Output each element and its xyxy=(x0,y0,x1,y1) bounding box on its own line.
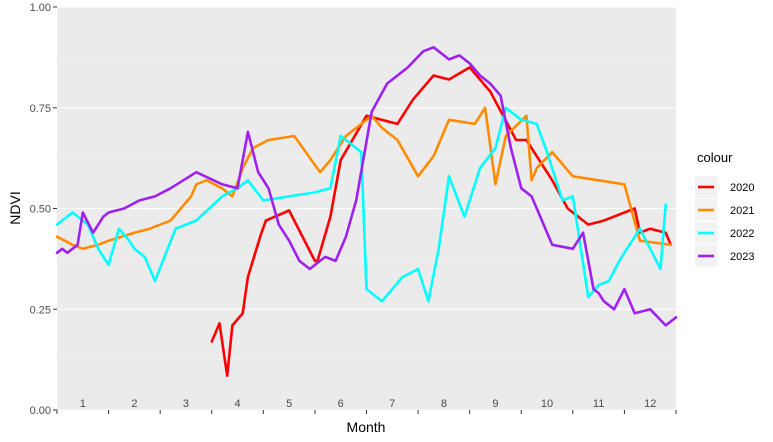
month-label: 1 xyxy=(80,398,86,410)
month-label: 9 xyxy=(492,398,498,410)
legend: colour 2020 2021 2022 2023 xyxy=(695,150,754,267)
y-tick-label: 1.00 xyxy=(30,2,51,14)
month-label: 5 xyxy=(286,398,292,410)
month-labels: 1 2 3 4 5 6 7 8 9 10 11 12 xyxy=(80,398,657,410)
y-tick-label: 0.25 xyxy=(30,304,51,316)
y-axis-title: NDVI xyxy=(7,191,23,224)
month-label: 12 xyxy=(644,398,656,410)
y-tick-label: 0.50 xyxy=(30,204,51,216)
month-tick-marks xyxy=(56,410,677,414)
series-layer xyxy=(55,46,678,377)
series-line-2023 xyxy=(55,46,678,327)
legend-label-2023: 2023 xyxy=(730,251,754,263)
y-tick-label: 0.75 xyxy=(30,103,51,115)
month-label: 2 xyxy=(131,398,137,410)
series-line-2022 xyxy=(55,106,667,303)
major-gridlines xyxy=(57,6,676,411)
month-label: 7 xyxy=(389,398,395,410)
month-label: 6 xyxy=(338,398,344,410)
legend-title: colour xyxy=(697,150,733,165)
series-line-2020 xyxy=(210,66,673,377)
month-label: 3 xyxy=(183,398,189,410)
month-label: 10 xyxy=(541,398,553,410)
month-label: 11 xyxy=(593,398,604,410)
legend-label-2020: 2020 xyxy=(730,182,754,194)
y-tick-label: 0.00 xyxy=(30,405,51,417)
series-line-2021 xyxy=(55,106,673,251)
month-label: 8 xyxy=(441,398,447,410)
x-axis-title: Month xyxy=(347,419,386,435)
legend-label-2021: 2021 xyxy=(730,205,754,217)
month-label: 4 xyxy=(234,398,240,410)
legend-label-2022: 2022 xyxy=(730,228,754,240)
y-axis: 0.00 0.25 0.50 0.75 1.00 xyxy=(30,2,57,417)
